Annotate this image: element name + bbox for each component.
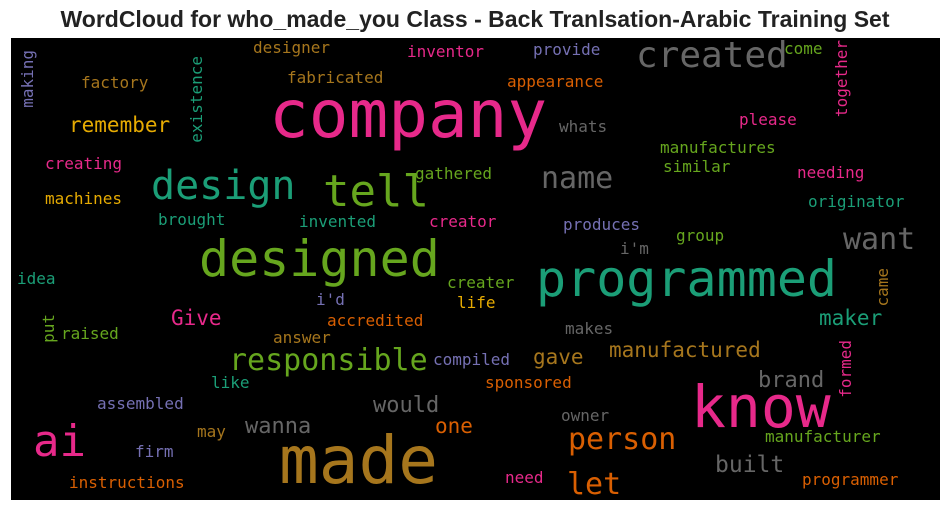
word-built: built — [715, 452, 785, 478]
word-answer: answer — [273, 328, 331, 347]
word-brand: brand — [758, 368, 825, 393]
word-like: like — [211, 373, 250, 392]
word-come: come — [784, 39, 823, 58]
word-gathered: gathered — [415, 164, 493, 183]
word-give: Give — [171, 306, 222, 330]
word-let: let — [567, 467, 622, 500]
word-im: i'm — [620, 239, 649, 258]
word-please: please — [739, 110, 797, 129]
word-manufactures: manufactures — [660, 138, 776, 157]
word-cloud: company made programmed know designed de… — [11, 38, 940, 500]
word-company: company — [269, 76, 548, 153]
word-makes: makes — [565, 319, 614, 338]
word-person: person — [568, 422, 677, 457]
word-provide: provide — [533, 40, 601, 59]
word-whats: whats — [559, 117, 608, 136]
word-created: created — [636, 38, 788, 76]
word-assembled: assembled — [97, 394, 184, 413]
word-want: want — [843, 222, 916, 257]
word-life: life — [457, 293, 496, 312]
word-manufacturer: manufacturer — [765, 427, 881, 446]
word-owner: owner — [561, 406, 610, 425]
word-ai: ai — [33, 416, 86, 467]
word-existence: existence — [187, 56, 206, 143]
word-sponsored: sponsored — [485, 373, 572, 392]
word-programmed: programmed — [536, 250, 838, 308]
word-fabricated: fabricated — [287, 68, 384, 87]
word-accredited: accredited — [327, 311, 424, 330]
word-creater: creater — [447, 273, 515, 292]
word-wanna: wanna — [245, 414, 312, 439]
word-design: design — [151, 163, 296, 209]
word-produces: produces — [563, 215, 641, 234]
word-together: together — [832, 40, 851, 118]
word-designer: designer — [253, 38, 331, 57]
word-tell: tell — [323, 166, 429, 217]
word-remember: remember — [69, 113, 171, 137]
word-factory: factory — [81, 73, 149, 92]
word-responsible: responsible — [229, 343, 428, 378]
word-idea: idea — [17, 269, 56, 288]
word-id: i'd — [316, 290, 345, 309]
word-group: group — [676, 226, 725, 245]
word-invented: invented — [299, 212, 377, 231]
word-one: one — [435, 414, 473, 438]
word-compiled: compiled — [433, 350, 511, 369]
word-firm: firm — [135, 442, 174, 461]
word-similar: similar — [663, 157, 731, 176]
word-machines: machines — [45, 189, 123, 208]
word-making: making — [18, 50, 37, 108]
word-inventor: inventor — [407, 42, 485, 61]
word-programmer: programmer — [802, 470, 899, 489]
word-brought: brought — [158, 210, 226, 229]
word-manufactured: manufactured — [609, 338, 761, 362]
word-name: name — [541, 161, 614, 196]
word-instructions: instructions — [69, 473, 185, 492]
word-know: know — [691, 373, 831, 441]
word-needing: needing — [797, 163, 865, 182]
word-appearance: appearance — [507, 72, 604, 91]
word-may: may — [197, 422, 226, 441]
word-made: made — [279, 422, 438, 499]
word-creator: creator — [429, 212, 497, 231]
word-raised: raised — [61, 324, 119, 343]
word-need: need — [505, 468, 544, 487]
word-would: would — [373, 393, 440, 418]
word-came: came — [873, 268, 892, 307]
chart-title: WordCloud for who_made_you Class - Back … — [60, 6, 890, 32]
word-originator: originator — [808, 192, 905, 211]
word-designed: designed — [199, 230, 440, 288]
word-gave: gave — [533, 345, 584, 369]
word-put: put — [39, 314, 58, 343]
word-creating: creating — [45, 154, 123, 173]
word-formed: formed — [836, 340, 855, 398]
word-maker: maker — [819, 306, 883, 330]
